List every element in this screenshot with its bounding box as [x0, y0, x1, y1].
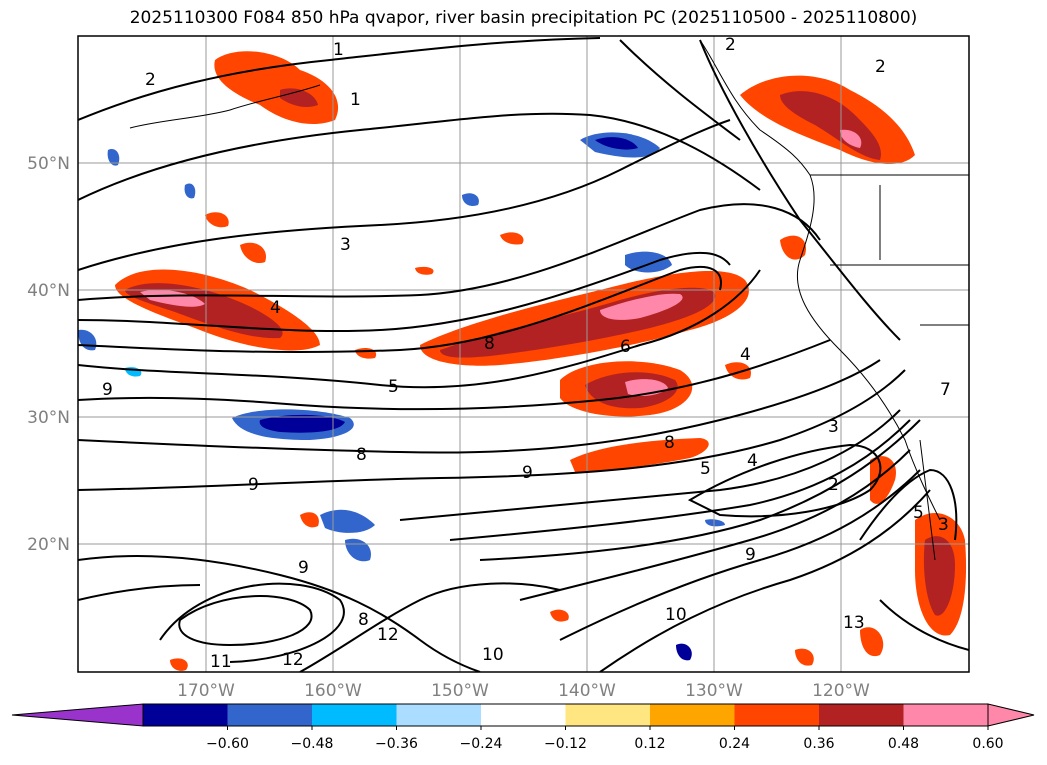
lon-label-140w: 140°W	[558, 681, 616, 701]
contour-label: 11	[210, 652, 232, 672]
contour-label: 9	[745, 545, 756, 565]
longitude-labels: 170°W 160°W 150°W 140°W 130°W 120°W	[177, 681, 870, 701]
contour-label: 9	[522, 463, 533, 483]
colorbar-segment	[227, 704, 312, 726]
latitude-labels: 50°N 40°N 30°N 20°N	[27, 154, 70, 555]
colorbar-segment	[650, 704, 735, 726]
contour-label: 5	[700, 459, 711, 479]
colorbar-tick-label: −0.12	[544, 736, 587, 752]
colorbar-tick-label: 0.12	[634, 736, 665, 752]
coastlines	[129, 39, 969, 561]
contour-label: 6	[620, 337, 631, 357]
contour-label: 3	[828, 417, 839, 437]
contour-label: 5	[913, 503, 924, 523]
lat-label-40n: 40°N	[27, 281, 70, 301]
lon-label-130w: 130°W	[685, 681, 743, 701]
contour-label: 10	[665, 605, 687, 625]
contour-label: 4	[740, 345, 751, 365]
colorbar-tick-label: −0.60	[206, 736, 249, 752]
colorbar-segment	[143, 704, 228, 726]
contour-label: 3	[340, 235, 351, 255]
lon-label-170w: 170°W	[177, 681, 235, 701]
contour-label: 3	[938, 515, 949, 535]
colorbar-segment	[565, 704, 650, 726]
contour-label: 5	[388, 377, 399, 397]
lat-label-50n: 50°N	[27, 154, 70, 174]
contour-label: 4	[270, 298, 281, 318]
contour-label: 10	[482, 645, 504, 665]
lon-label-160w: 160°W	[304, 681, 362, 701]
colorbar-segment	[481, 704, 566, 726]
map-panel	[77, 35, 970, 673]
colorbar-ticks: −0.60 −0.48 −0.36 −0.24 −0.12 0.12 0.24 0.36 0.4…	[206, 726, 1004, 752]
qvapor-contours	[78, 37, 969, 672]
colorbar-segment	[734, 704, 819, 726]
contour-label: 2	[725, 35, 736, 55]
contour-label: 2	[875, 57, 886, 77]
contour-label: 8	[356, 445, 367, 465]
lat-label-20n: 20°N	[27, 535, 70, 555]
lon-label-120w: 120°W	[812, 681, 870, 701]
contour-label: 4	[747, 451, 758, 471]
colorbar-segment	[819, 704, 904, 726]
contour-label: 9	[298, 558, 309, 578]
lon-label-150w: 150°W	[431, 681, 489, 701]
map-frame	[77, 35, 970, 673]
colorbar-tick-label: 0.24	[719, 736, 750, 752]
map-title: 2025110300 F084 850 hPa qvapor, river ba…	[129, 8, 918, 28]
contour-label: 12	[377, 625, 399, 645]
colorbar-segment	[903, 704, 988, 726]
colorbar-tick-label: 0.60	[972, 736, 1003, 752]
colorbar-extension-high	[987, 703, 1035, 727]
contour-label: 8	[358, 610, 369, 630]
colorbar-tick-label: −0.48	[291, 736, 334, 752]
colorbar-tick-label: −0.24	[460, 736, 503, 752]
colorbar-segment	[312, 704, 397, 726]
contour-label: 12	[282, 650, 304, 670]
contour-label: 9	[102, 380, 113, 400]
contour-label: 2	[145, 70, 156, 90]
graticule	[78, 36, 969, 672]
contour-label: 1	[350, 90, 361, 110]
colorbar	[11, 703, 1035, 727]
lat-label-30n: 30°N	[27, 408, 70, 428]
contour-label: 8	[484, 334, 495, 354]
colorbar-tick-label: 0.48	[888, 736, 919, 752]
contour-label: 9	[248, 475, 259, 495]
contour-label: 13	[843, 613, 865, 633]
contour-label: 8	[664, 433, 675, 453]
contour-label: 2	[828, 475, 839, 495]
colorbar-extension-low	[11, 703, 144, 727]
colorbar-tick-label: 0.36	[803, 736, 834, 752]
colorbar-tick-label: −0.36	[375, 736, 418, 752]
colorbar-segment	[396, 704, 481, 726]
contour-label: 7	[940, 380, 951, 400]
contour-label: 1	[333, 40, 344, 60]
